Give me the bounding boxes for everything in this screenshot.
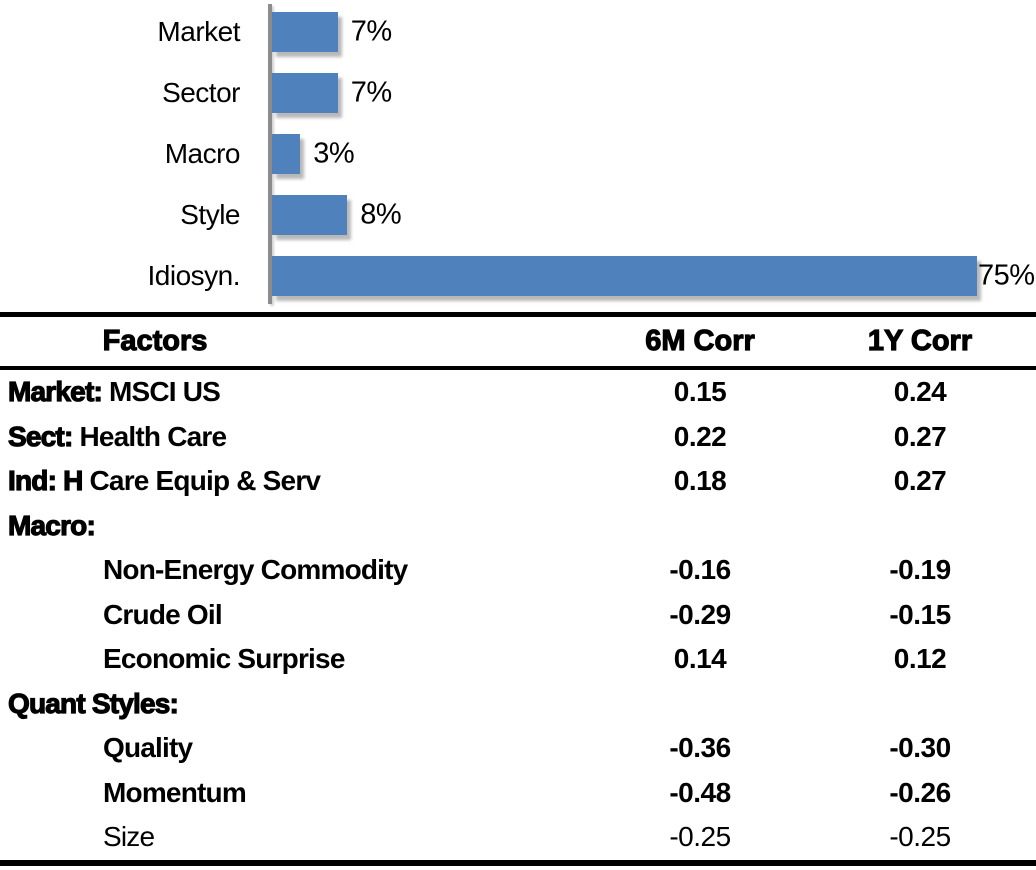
bar-value-label: 8% bbox=[360, 198, 402, 230]
factor-prefix: Ind: H bbox=[7, 465, 83, 497]
chart-row: Macro 3% bbox=[0, 123, 1036, 184]
table-row: Ind: H Care Equip & Serv 0.18 0.27 bbox=[0, 459, 1036, 504]
corr-1y-value: -0.25 bbox=[889, 821, 951, 853]
corr-6m-value: 0.15 bbox=[673, 376, 727, 408]
bar-value-label: 3% bbox=[313, 137, 355, 169]
factor-name-cell: Non-Energy Commodity bbox=[0, 554, 555, 586]
bar bbox=[272, 72, 338, 113]
factor-name-cell: Quality bbox=[0, 732, 555, 764]
table-row: Size -0.25 -0.25 bbox=[0, 815, 1036, 860]
table-row: Economic Surprise 0.14 0.12 bbox=[0, 637, 1036, 682]
factor-label: MSCI US bbox=[102, 376, 221, 408]
bar bbox=[272, 11, 338, 52]
corr-6m-value: -0.29 bbox=[669, 598, 731, 630]
table-row: Non-Energy Commodity -0.16 -0.19 bbox=[0, 548, 1036, 593]
corr-1y-value: -0.15 bbox=[889, 598, 951, 630]
factor-name-cell: Momentum bbox=[0, 777, 555, 809]
table-row: Market: MSCI US 0.15 0.24 bbox=[0, 370, 1036, 415]
corr-6m-value: -0.48 bbox=[669, 776, 731, 808]
factor-label: Health Care bbox=[72, 420, 227, 452]
factor-correlation-table: Factors 6M Corr 1Y Corr Market: MSCI US 0… bbox=[0, 312, 1036, 866]
corr-6m-value: 0.18 bbox=[673, 465, 727, 497]
corr-1y-value: -0.19 bbox=[889, 554, 951, 586]
corr-1y-value: 0.24 bbox=[893, 376, 947, 408]
corr-1y-value: 0.12 bbox=[893, 643, 947, 675]
table-row: Sect: Health Care 0.22 0.27 bbox=[0, 415, 1036, 460]
table-row: Momentum -0.48 -0.26 bbox=[0, 771, 1036, 816]
factor-label: Care Equip & Serv bbox=[82, 465, 321, 497]
category-label: Sector bbox=[162, 76, 240, 108]
table-header-row: Factors 6M Corr 1Y Corr bbox=[0, 317, 1036, 370]
column-header-1y-corr: 1Y Corr bbox=[867, 324, 973, 357]
factor-name-cell: Market: MSCI US bbox=[0, 376, 555, 408]
chart-row: Sector 7% bbox=[0, 62, 1036, 123]
corr-1y-value: 0.27 bbox=[893, 420, 947, 452]
category-label: Idiosyn. bbox=[147, 259, 241, 291]
bar-value-label: 7% bbox=[350, 15, 392, 47]
column-header-factors: Factors bbox=[102, 324, 208, 357]
table-body: Market: MSCI US 0.15 0.24 Sect: Health Care… bbox=[0, 370, 1036, 860]
corr-6m-value: -0.36 bbox=[669, 732, 731, 764]
corr-6m-value: -0.25 bbox=[669, 821, 731, 853]
factor-prefix: Market: bbox=[7, 376, 103, 408]
factor-label: Momentum bbox=[103, 776, 247, 808]
category-label: Market bbox=[157, 15, 240, 47]
category-label: Macro bbox=[164, 137, 241, 169]
factor-name-cell: Quant Styles: bbox=[0, 687, 555, 720]
category-label: Style bbox=[180, 198, 240, 230]
bar-value-label: 75% bbox=[978, 259, 1035, 291]
corr-6m-value: 0.14 bbox=[673, 643, 727, 675]
bar bbox=[272, 255, 977, 296]
corr-1y-value: -0.30 bbox=[889, 732, 951, 764]
factor-name-cell: Crude Oil bbox=[0, 599, 555, 631]
corr-1y-value: -0.26 bbox=[889, 776, 951, 808]
factor-label: Non-Energy Commodity bbox=[103, 554, 408, 586]
factor-prefix: Quant Styles: bbox=[7, 687, 179, 719]
chart-row: Style 8% bbox=[0, 184, 1036, 245]
column-header-6m-corr: 6M Corr bbox=[645, 324, 756, 357]
factor-name-cell: Sect: Health Care bbox=[0, 420, 555, 453]
chart-row: Idiosyn. 75% bbox=[0, 245, 1036, 306]
corr-6m-value: -0.16 bbox=[669, 554, 731, 586]
factor-label: Economic Surprise bbox=[103, 643, 345, 675]
risk-decomposition-bar-chart: Market 7% Sector 7% Macro 3% Style 8% Idiosyn. 75… bbox=[0, 0, 1036, 312]
bar bbox=[272, 194, 348, 235]
table-row: Quality -0.36 -0.30 bbox=[0, 726, 1036, 771]
factor-name-cell: Macro: bbox=[0, 509, 555, 542]
factor-name-cell: Ind: H Care Equip & Serv bbox=[0, 465, 555, 497]
factor-prefix: Macro: bbox=[7, 509, 96, 541]
table-row: Quant Styles: bbox=[0, 682, 1036, 727]
chart-row: Market 7% bbox=[0, 1, 1036, 62]
table-row: Crude Oil -0.29 -0.15 bbox=[0, 593, 1036, 638]
factor-label: Quality bbox=[103, 732, 193, 764]
bar bbox=[272, 133, 301, 174]
chart-vertical-axis bbox=[268, 4, 272, 304]
factor-label: Size bbox=[103, 821, 155, 853]
bar-value-label: 7% bbox=[350, 76, 392, 108]
factor-name-cell: Size bbox=[0, 821, 555, 853]
factor-name-cell: Economic Surprise bbox=[0, 643, 555, 675]
corr-6m-value: 0.22 bbox=[673, 420, 727, 452]
factor-label: Crude Oil bbox=[103, 598, 223, 630]
table-row: Macro: bbox=[0, 504, 1036, 549]
corr-1y-value: 0.27 bbox=[893, 465, 947, 497]
factor-prefix: Sect: bbox=[7, 420, 73, 452]
